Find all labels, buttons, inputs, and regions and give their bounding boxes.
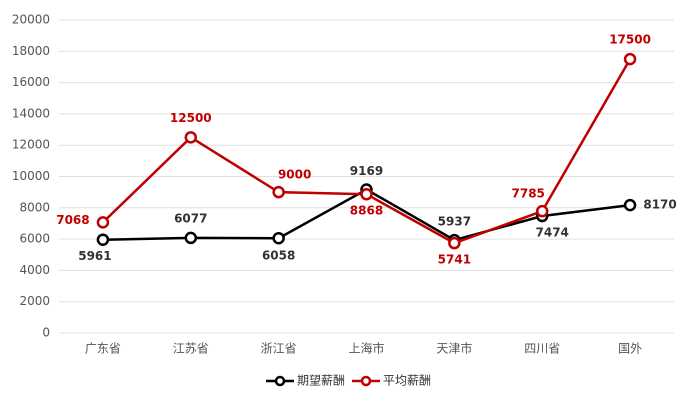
data-label: 17500 <box>609 33 651 47</box>
x-tick-label: 国外 <box>618 342 642 356</box>
point <box>96 233 110 246</box>
x-tick-label: 天津市 <box>436 341 472 356</box>
point <box>623 52 637 66</box>
y-tick-label: 2000 <box>19 294 50 308</box>
y-tick-label: 18000 <box>12 44 50 58</box>
data-label: 12500 <box>170 111 212 125</box>
point <box>96 216 110 229</box>
data-label: 8868 <box>350 204 383 218</box>
y-tick-label: 0 <box>42 326 50 340</box>
point <box>272 231 285 245</box>
data-label: 7474 <box>536 226 569 240</box>
y-tick-label: 20000 <box>12 13 50 27</box>
data-label: 6058 <box>262 249 295 263</box>
y-tick-label: 14000 <box>12 106 50 120</box>
data-label: 6077 <box>174 211 207 225</box>
legend-label: 期望薪酬 <box>297 374 345 388</box>
x-tick-label: 浙江省 <box>261 342 297 356</box>
x-tick-label: 广东省 <box>85 342 121 356</box>
data-label: 7785 <box>512 187 545 201</box>
y-tick-label: 16000 <box>12 75 50 89</box>
data-label: 9169 <box>350 164 383 178</box>
y-tick-label: 8000 <box>19 200 50 214</box>
point <box>184 131 198 144</box>
legend-marker <box>274 375 286 387</box>
y-tick-label: 10000 <box>12 169 50 183</box>
point <box>272 185 285 199</box>
data-label: 5741 <box>438 253 471 267</box>
data-label: 8170 <box>643 198 676 212</box>
point <box>184 231 198 245</box>
data-label: 5937 <box>438 215 471 229</box>
data-label: 5961 <box>78 249 111 263</box>
x-tick-label: 江苏省 <box>173 342 209 356</box>
legend-marker <box>360 375 372 387</box>
x-tick-label: 四川省 <box>524 342 560 356</box>
point <box>535 204 549 218</box>
data-label: 9000 <box>278 168 311 182</box>
x-tick-label: 上海市 <box>348 341 384 356</box>
legend-label: 平均薪酬 <box>383 374 431 388</box>
point <box>623 198 637 212</box>
y-tick-label: 6000 <box>19 232 50 246</box>
y-tick-label: 4000 <box>19 263 50 277</box>
y-tick-label: 12000 <box>12 138 50 152</box>
point <box>360 187 373 201</box>
data-label: 7068 <box>56 213 89 227</box>
point <box>448 236 461 250</box>
